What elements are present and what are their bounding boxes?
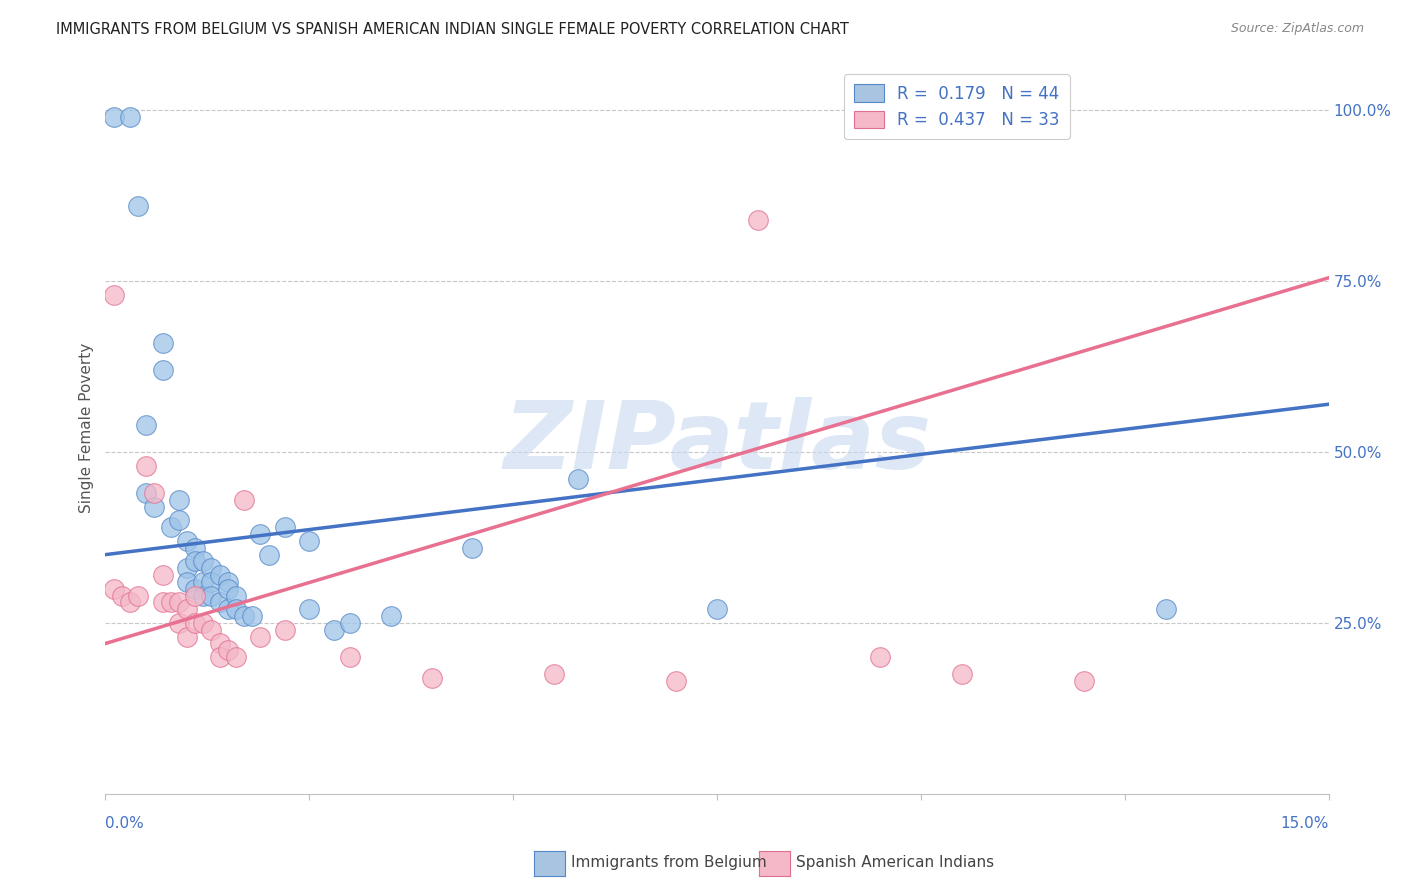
Point [200,574,222,589]
Point [706,602,728,616]
Point [176,533,198,548]
Point [200,623,222,637]
Point [111,589,134,603]
Point [184,582,207,596]
Point [249,527,271,541]
Point [1154,602,1177,616]
Point [167,513,190,527]
Point [543,667,565,681]
Point [143,486,166,500]
Point [176,630,198,644]
Point [298,533,321,548]
Point [127,589,149,603]
Point [208,650,231,665]
Point [118,595,141,609]
Point [176,561,198,575]
Point [184,589,207,603]
Point [1073,674,1095,689]
Text: Immigrants from Belgium: Immigrants from Belgium [571,855,766,870]
Point [339,650,361,665]
Point [167,595,190,609]
Point [118,110,141,124]
Point [193,589,215,603]
Text: 0.0%: 0.0% [105,816,145,831]
Text: ZIPatlas: ZIPatlas [503,397,931,489]
Point [152,568,174,582]
Point [233,492,256,507]
Point [176,602,198,616]
Point [103,110,125,124]
Point [233,609,256,624]
Point [240,609,263,624]
Point [184,615,207,630]
Point [159,520,181,534]
Point [339,615,361,630]
Point [193,574,215,589]
Point [176,574,198,589]
Point [167,492,190,507]
Point [208,636,231,650]
Point [420,671,443,685]
Point [461,541,484,555]
Point [135,417,157,432]
Point [217,602,239,616]
Text: 15.0%: 15.0% [1281,816,1329,831]
Point [950,667,973,681]
Point [184,541,207,555]
Point [208,595,231,609]
Point [152,363,174,377]
Point [127,199,149,213]
Point [143,500,166,514]
Point [159,595,181,609]
Point [869,650,891,665]
Point [249,630,271,644]
Point [665,674,688,689]
Point [208,568,231,582]
Point [225,589,247,603]
Point [193,615,215,630]
Point [200,561,222,575]
Point [217,643,239,657]
Point [217,574,239,589]
Point [193,554,215,568]
Point [380,609,402,624]
Point [225,602,247,616]
Legend: R =  0.179   N = 44, R =  0.437   N = 33: R = 0.179 N = 44, R = 0.437 N = 33 [844,74,1070,139]
Text: Source: ZipAtlas.com: Source: ZipAtlas.com [1230,22,1364,36]
Point [274,520,297,534]
Point [103,582,125,596]
Text: Spanish American Indians: Spanish American Indians [796,855,994,870]
Point [322,623,344,637]
Point [257,548,280,562]
Point [274,623,297,637]
Text: IMMIGRANTS FROM BELGIUM VS SPANISH AMERICAN INDIAN SINGLE FEMALE POVERTY CORRELA: IMMIGRANTS FROM BELGIUM VS SPANISH AMERI… [56,22,849,37]
Point [567,472,589,486]
Y-axis label: Single Female Poverty: Single Female Poverty [79,343,94,513]
Point [298,602,321,616]
Point [103,288,125,302]
Point [225,650,247,665]
Point [747,212,769,227]
Point [184,554,207,568]
Point [200,589,222,603]
Point [167,615,190,630]
Point [217,582,239,596]
Point [152,335,174,350]
Point [152,595,174,609]
Point [135,458,157,473]
Point [135,486,157,500]
